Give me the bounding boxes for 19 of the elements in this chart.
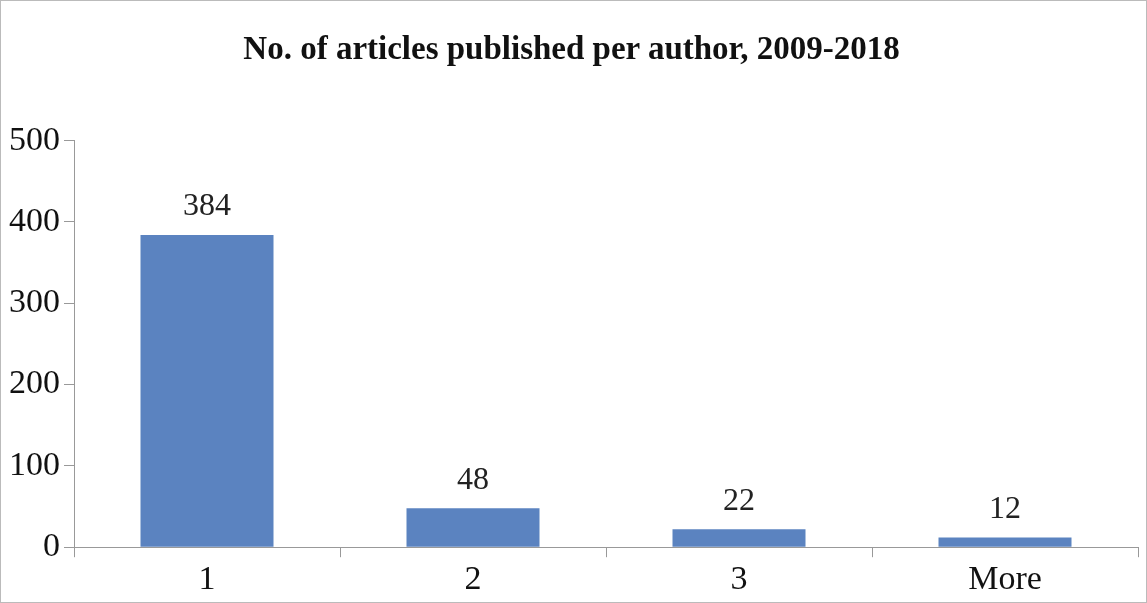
chart-title: No. of articles published per author, 2009-2018 <box>243 30 900 67</box>
bar <box>672 529 806 547</box>
data-label: 384 <box>183 186 231 223</box>
y-tick-label: 200 <box>9 363 60 401</box>
x-tick-label: 2 <box>464 558 482 596</box>
y-tick-label: 400 <box>9 200 60 238</box>
bar <box>938 537 1072 547</box>
bar <box>140 234 274 547</box>
y-tick-label: 0 <box>43 526 60 564</box>
y-tick-label: 300 <box>9 282 60 320</box>
data-label: 22 <box>723 480 755 517</box>
y-tick-label: 500 <box>9 119 60 157</box>
data-label: 12 <box>989 488 1021 525</box>
x-tick-label: 1 <box>198 558 216 596</box>
x-tick-label: More <box>968 558 1042 596</box>
x-tick-label: 3 <box>730 558 748 596</box>
data-label: 48 <box>457 459 489 496</box>
y-tick-label: 100 <box>9 444 60 482</box>
bar <box>406 508 540 547</box>
